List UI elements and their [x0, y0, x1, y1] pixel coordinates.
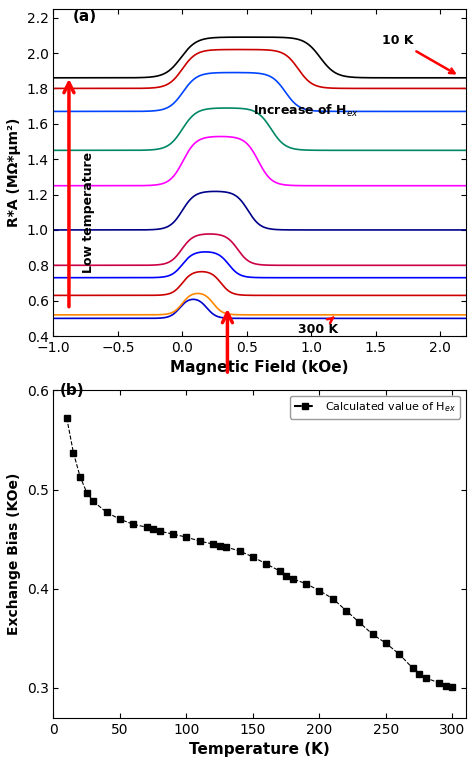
Text: (a): (a) [73, 9, 97, 24]
Text: 10 K: 10 K [382, 34, 455, 73]
Text: Increase of H$_{ex}$: Increase of H$_{ex}$ [253, 103, 359, 119]
Legend: Calculated value of H$_{ex}$: Calculated value of H$_{ex}$ [290, 396, 460, 419]
Text: (b): (b) [60, 384, 85, 398]
Text: Low temperature: Low temperature [82, 152, 95, 273]
X-axis label: Magnetic Field (kOe): Magnetic Field (kOe) [170, 361, 349, 375]
Y-axis label: R*A (MΩ*μm²): R*A (MΩ*μm²) [7, 118, 21, 227]
Y-axis label: Exchange Bias (KOe): Exchange Bias (KOe) [7, 473, 21, 635]
Text: 300 K: 300 K [298, 318, 338, 335]
X-axis label: Temperature (K): Temperature (K) [189, 742, 330, 757]
